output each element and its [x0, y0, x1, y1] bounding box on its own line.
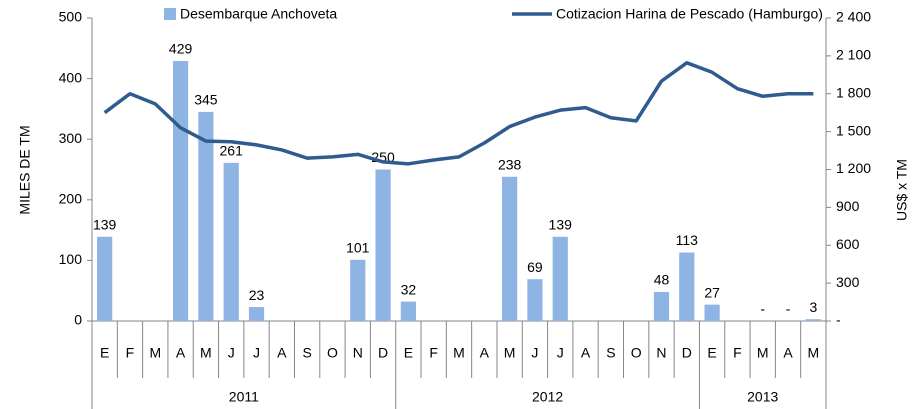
x-tick-label: M: [149, 345, 161, 361]
y2-axis-title: US$ x TM: [894, 159, 910, 221]
bar: [552, 236, 568, 321]
bar: [223, 162, 239, 321]
x-tick-label: E: [404, 345, 413, 361]
data-label: 32: [401, 281, 417, 297]
bar: [375, 169, 391, 321]
data-label: -: [760, 301, 765, 317]
x-tick-label: J: [253, 345, 260, 361]
y-tick-label: 200: [59, 191, 83, 207]
x-tick-label: J: [228, 345, 235, 361]
bar: [653, 291, 670, 321]
y-tick-label: 300: [59, 130, 83, 146]
bar: [527, 279, 543, 321]
x-tick-label: D: [378, 345, 388, 361]
data-label: -: [786, 301, 791, 317]
y-tick-label: 500: [59, 9, 83, 25]
data-label: 27: [704, 284, 720, 300]
x-tick-label: M: [504, 345, 516, 361]
data-label: 3: [809, 299, 817, 315]
data-label: 238: [498, 156, 522, 172]
x-tick-label: F: [733, 345, 742, 361]
x-tick-label: J: [557, 345, 564, 361]
bar: [350, 259, 366, 321]
x-tick-label: A: [480, 345, 490, 361]
x-tick-label: M: [453, 345, 465, 361]
bar: [502, 176, 518, 321]
x-tick-label: J: [531, 345, 538, 361]
bar: [97, 236, 113, 321]
y2-tick-label: -: [836, 312, 841, 328]
bar: [172, 61, 189, 321]
bar: [679, 252, 695, 321]
x-tick-label: M: [808, 345, 820, 361]
x-tick-label: A: [176, 345, 186, 361]
x-tick-label: E: [707, 345, 716, 361]
data-label: 139: [549, 216, 573, 232]
bar: [248, 307, 265, 321]
legend-label: Desembarque Anchoveta: [180, 6, 337, 22]
x-tick-label: A: [277, 345, 287, 361]
data-label: 113: [676, 232, 699, 248]
data-label: 261: [220, 143, 244, 159]
x-tick-label: N: [656, 345, 666, 361]
x-tick-label: A: [581, 345, 591, 361]
y-axis-title: MILES DE TM: [17, 125, 33, 214]
y-tick-label: 100: [59, 251, 83, 267]
x-tick-label: D: [682, 345, 692, 361]
group-label: 2012: [532, 389, 563, 405]
x-tick-label: O: [327, 345, 338, 361]
bar: [805, 319, 821, 321]
x-tick-label: A: [783, 345, 793, 361]
data-label: 429: [169, 41, 193, 57]
y-tick-label: 400: [59, 69, 83, 85]
bar: [400, 301, 416, 321]
data-label: 23: [249, 287, 265, 303]
x-tick-label: F: [429, 345, 438, 361]
y-tick-label: 0: [74, 312, 82, 328]
y2-tick-label: 1 800: [836, 84, 871, 100]
y2-tick-label: 2 400: [836, 9, 871, 25]
x-tick-label: S: [302, 345, 311, 361]
y2-tick-label: 600: [836, 236, 860, 252]
x-tick-label: M: [757, 345, 769, 361]
legend-label: Cotizacion Harina de Pescado (Hamburgo): [556, 6, 823, 22]
y2-tick-label: 2 100: [836, 47, 871, 63]
group-label: 2011: [229, 389, 259, 405]
data-label: 101: [346, 239, 370, 255]
bar: [198, 111, 214, 322]
data-label: 69: [527, 259, 543, 275]
bar: [704, 304, 720, 321]
x-tick-label: F: [126, 345, 135, 361]
y2-tick-label: 900: [836, 198, 860, 214]
x-tick-label: S: [606, 345, 615, 361]
legend-swatch: [164, 8, 176, 20]
y2-tick-label: 1 500: [836, 122, 871, 138]
x-tick-label: M: [200, 345, 212, 361]
y2-tick-label: 300: [836, 274, 860, 290]
x-tick-label: O: [631, 345, 642, 361]
data-label: 48: [654, 272, 670, 288]
group-label: 2013: [747, 389, 778, 405]
line: [103, 61, 814, 166]
y2-tick-label: 1 200: [836, 160, 871, 176]
data-label: 139: [93, 216, 117, 232]
x-tick-label: N: [353, 345, 363, 361]
x-tick-label: E: [100, 345, 109, 361]
data-label: 345: [194, 92, 218, 108]
